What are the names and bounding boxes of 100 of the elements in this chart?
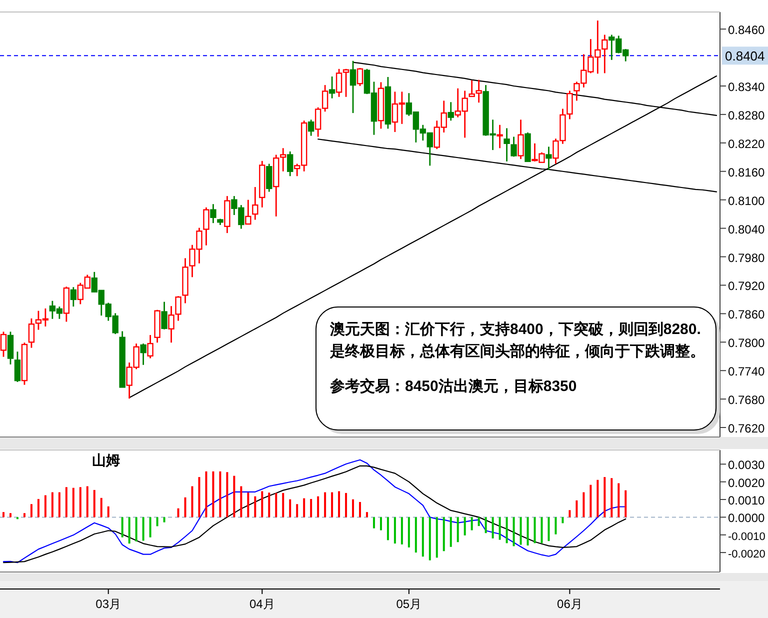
- y-tick-label: 0.8220: [728, 136, 766, 151]
- candlestick: [448, 101, 454, 122]
- bar: [624, 490, 627, 518]
- y-tick-label: 0.7980: [728, 250, 766, 265]
- bar: [408, 517, 410, 548]
- x-tick-label: 05月: [396, 597, 422, 611]
- bar: [107, 506, 110, 518]
- candlestick: [161, 301, 168, 330]
- bar: [534, 517, 536, 544]
- bar: [386, 517, 389, 540]
- x-tick-label: 04月: [249, 597, 275, 611]
- bar: [226, 472, 228, 518]
- bar: [338, 491, 340, 518]
- bar: [219, 471, 222, 518]
- bar: [79, 487, 82, 518]
- y-tick-label: -0.0010: [728, 530, 766, 543]
- bar: [44, 495, 46, 518]
- bar: [604, 477, 606, 518]
- bar: [582, 492, 585, 518]
- bar: [156, 517, 158, 526]
- candlestick: [504, 128, 510, 162]
- bar: [554, 517, 557, 534]
- bar: [310, 498, 312, 518]
- bar: [562, 517, 564, 524]
- bar: [149, 517, 152, 538]
- bar: [198, 477, 200, 518]
- bar: [324, 492, 326, 518]
- ref-line-label: 0.8404: [725, 48, 765, 64]
- y-tick-label: 0.8100: [728, 194, 766, 208]
- bar: [240, 486, 242, 518]
- bar: [163, 517, 166, 522]
- bar: [596, 480, 599, 518]
- bar: [128, 517, 130, 544]
- candlestick: [14, 350, 21, 383]
- bar: [568, 510, 571, 518]
- bar: [590, 484, 592, 518]
- bar: [191, 486, 194, 518]
- candlestick: [140, 342, 146, 366]
- candlestick: [7, 331, 14, 366]
- candlestick: [496, 124, 503, 149]
- bar: [526, 517, 529, 546]
- candlestick: [476, 79, 482, 104]
- candlestick: [286, 150, 294, 177]
- bar: [359, 502, 361, 518]
- y-tick-label: 0.8460: [728, 23, 766, 38]
- bar: [30, 504, 32, 518]
- bar: [352, 499, 354, 518]
- candlestick: [468, 80, 475, 98]
- bar: [506, 517, 508, 544]
- bar: [520, 517, 522, 545]
- bar: [9, 513, 12, 518]
- bar: [275, 492, 278, 518]
- bar: [72, 488, 74, 518]
- bar: [121, 517, 124, 538]
- bar: [576, 500, 578, 518]
- bar: [548, 517, 550, 542]
- y-tick-label: 0.0010: [728, 494, 766, 508]
- candlestick: [350, 60, 356, 114]
- bar: [2, 512, 4, 518]
- bar: [331, 492, 334, 518]
- bar: [268, 492, 270, 518]
- bar: [484, 517, 487, 534]
- bar: [470, 517, 473, 530]
- y-tick-label: 0.8340: [728, 80, 766, 94]
- candlestick: [266, 163, 272, 192]
- candlestick: [280, 147, 286, 172]
- bar: [450, 517, 452, 547]
- bar: [478, 517, 480, 526]
- bar: [436, 517, 438, 558]
- annotation: 山姆: [92, 452, 120, 468]
- y-tick-label: 0.0030: [728, 458, 766, 472]
- bar: [428, 517, 431, 560]
- bar: [380, 517, 382, 530]
- bar: [540, 517, 543, 544]
- x-tick-label: 03月: [96, 597, 122, 611]
- candlestick: [252, 186, 258, 220]
- candlestick: [0, 331, 7, 358]
- bar: [372, 517, 375, 528]
- candlestick: [546, 146, 552, 171]
- y-tick-label: 0.8160: [728, 165, 766, 180]
- y-tick-label: 0.8280: [728, 108, 766, 122]
- bar: [65, 487, 68, 518]
- bar: [212, 471, 214, 518]
- bar: [58, 492, 60, 518]
- candlestick: [308, 118, 314, 136]
- annotation: 参考交易：8450沽出澳元，目标8350: [329, 377, 577, 395]
- y-tick-label: -0.0020: [728, 548, 766, 561]
- y-tick-label: 0.7920: [728, 279, 766, 294]
- y-tick-label: 0.7800: [728, 336, 766, 350]
- bar: [512, 517, 515, 546]
- y-tick-label: 0.0020: [728, 476, 766, 490]
- candlestick: [203, 206, 210, 246]
- bar: [37, 498, 40, 518]
- bar: [492, 517, 494, 538]
- bar: [247, 492, 250, 518]
- annotation: 澳元天图：汇价下行，支持8400，下突破，则回到8280.是终极目标，总体有区间头部的特征，倾向于下跌调整。: [329, 320, 705, 360]
- bar: [317, 496, 320, 518]
- bar: [135, 517, 138, 542]
- y-tick-label: 0.7740: [728, 364, 766, 379]
- bar: [93, 490, 96, 518]
